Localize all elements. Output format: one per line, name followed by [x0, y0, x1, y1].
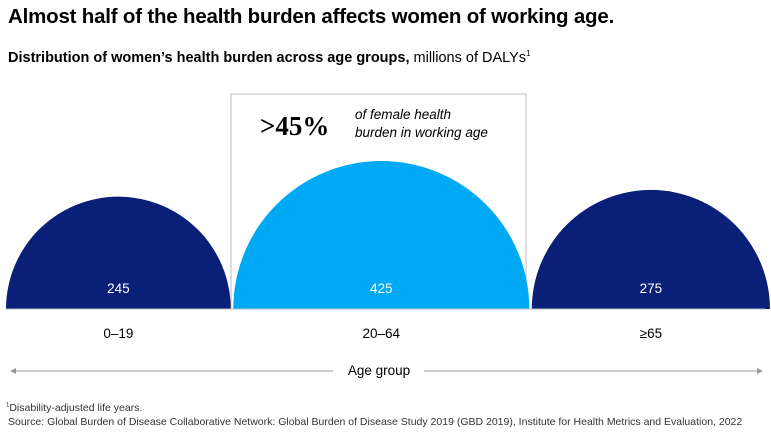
footnote-note-text: Disability-adjusted life years. [9, 402, 143, 414]
semicircle-1 [233, 161, 530, 309]
category-label-1: 20–64 [363, 326, 401, 341]
arrow-right-icon [757, 368, 763, 374]
callout-text-2: burden in working age [355, 125, 488, 140]
semicircle-0 [6, 196, 231, 309]
callout-value: >45% [260, 111, 329, 141]
category-label-2: ≥65 [640, 326, 662, 341]
semicircle-2 [531, 189, 770, 309]
chart-subtitle: Distribution of women’s health burden ac… [8, 49, 531, 66]
callout-text-1: of female health [355, 107, 451, 122]
footnote-note-mark: 1 [6, 402, 10, 409]
category-label-0: 0–19 [103, 326, 133, 341]
subtitle-units: millions of DALYs [409, 49, 527, 66]
subtitle-bold: Distribution of women’s health burden ac… [8, 49, 410, 66]
source-note: Source: Global Burden of Disease Collabo… [8, 416, 743, 428]
data-label-2: 275 [640, 281, 663, 296]
x-axis-label: Age group [348, 363, 410, 378]
data-label-1: 425 [370, 281, 393, 296]
chart-title: Almost half of the health burden affects… [8, 5, 615, 28]
data-label-0: 245 [107, 281, 130, 296]
footnote-mark: 1 [526, 49, 531, 58]
arrow-left-icon [10, 368, 16, 374]
footnote-note: 1Disability-adjusted life years. [6, 402, 142, 414]
